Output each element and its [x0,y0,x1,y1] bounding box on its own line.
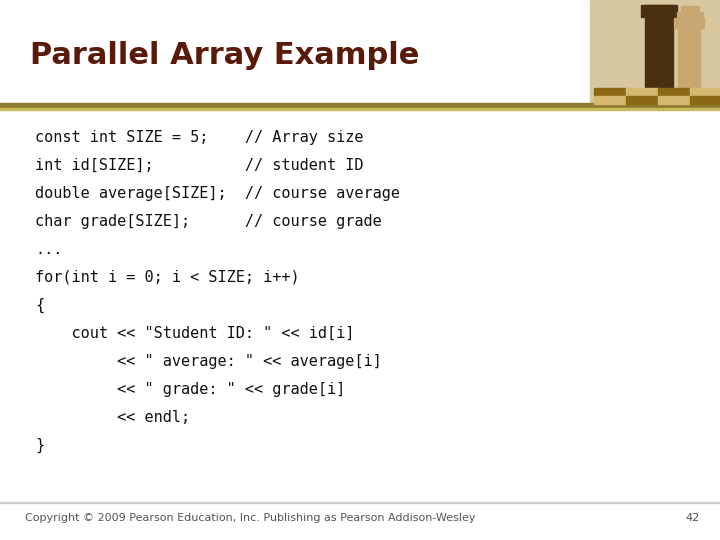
Bar [658,96,690,104]
Text: char grade[SIZE];      // course grade: char grade[SIZE]; // course grade [35,214,382,229]
Bar [658,88,690,96]
Text: ...: ... [35,242,63,257]
Text: }: } [35,438,44,453]
Text: int id[SIZE];          // student ID: int id[SIZE]; // student ID [35,158,364,173]
Text: for(int i = 0; i < SIZE; i++): for(int i = 0; i < SIZE; i++) [35,270,300,285]
Text: {: { [35,298,44,313]
Bar [677,12,703,18]
Bar [590,0,720,105]
Text: << " grade: " << grade[i]: << " grade: " << grade[i] [35,382,346,397]
Bar [594,96,626,104]
Text: const int SIZE = 5;    // Array size: const int SIZE = 5; // Array size [35,130,364,145]
Bar [645,5,673,90]
Bar [674,18,704,28]
Bar [690,88,720,96]
Bar [678,18,700,90]
Text: 42: 42 [685,513,700,523]
Text: << endl;: << endl; [35,410,190,425]
Bar [0,108,720,110]
Bar [690,96,720,104]
Bar [681,6,699,14]
Bar [626,96,658,104]
Bar [0,103,720,108]
Bar [641,5,677,17]
Bar [626,88,658,96]
Text: Copyright © 2009 Pearson Education, Inc. Publishing as Pearson Addison-Wesley: Copyright © 2009 Pearson Education, Inc.… [25,513,475,523]
Bar [594,88,626,96]
Text: << " average: " << average[i]: << " average: " << average[i] [35,354,382,369]
Bar [0,502,720,503]
Bar [648,17,670,25]
Text: double average[SIZE];  // course average: double average[SIZE]; // course average [35,186,400,201]
Text: Parallel Array Example: Parallel Array Example [30,40,419,70]
Text: cout << "Student ID: " << id[i]: cout << "Student ID: " << id[i] [35,326,354,341]
Bar [0,0,720,105]
